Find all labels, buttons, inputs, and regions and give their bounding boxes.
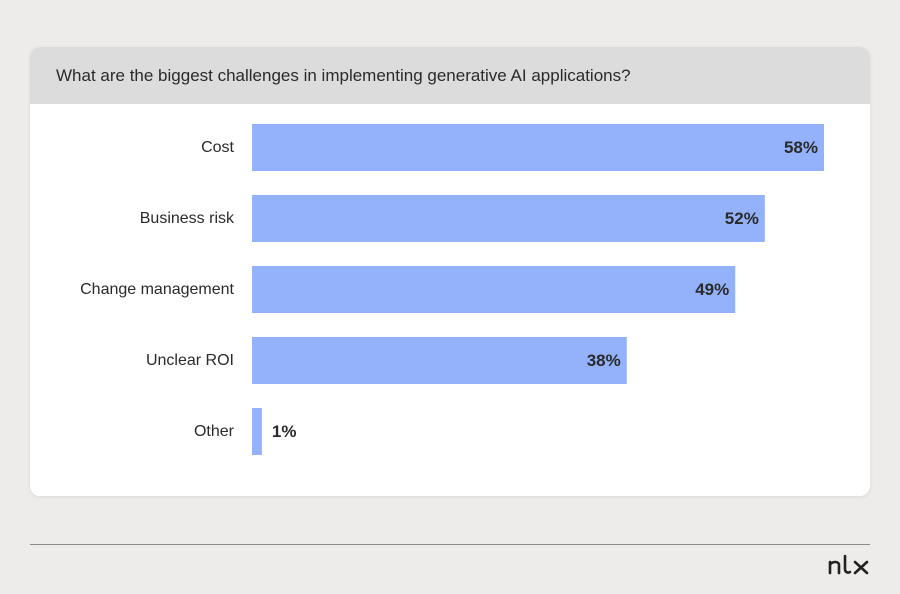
category-label: Unclear ROI [146,352,234,369]
value-label: 58% [784,138,818,157]
bar [252,195,765,242]
bar [252,124,824,171]
chart-plot-area: Cost 58% Business risk 52% Change management… [30,104,870,496]
bar [252,337,627,384]
category-label: Business risk [140,210,235,227]
chart-title: What are the biggest challenges in imple… [56,65,631,85]
bar [252,408,262,455]
value-label: 38% [587,351,621,370]
value-label: 1% [272,422,297,441]
bar [252,266,736,313]
category-label: Change management [80,281,234,298]
value-label: 49% [695,280,729,299]
chart-question-header: What are the biggest challenges in imple… [30,47,870,104]
value-label: 52% [725,209,759,228]
category-label: Cost [201,139,234,156]
category-label: Other [194,423,235,440]
chart-card: What are the biggest challenges in imple… [30,47,870,496]
nlx-logo-icon [828,554,869,575]
bar-chart: Cost 58% Business risk 52% Change management… [80,124,824,455]
footer-divider [30,544,870,545]
